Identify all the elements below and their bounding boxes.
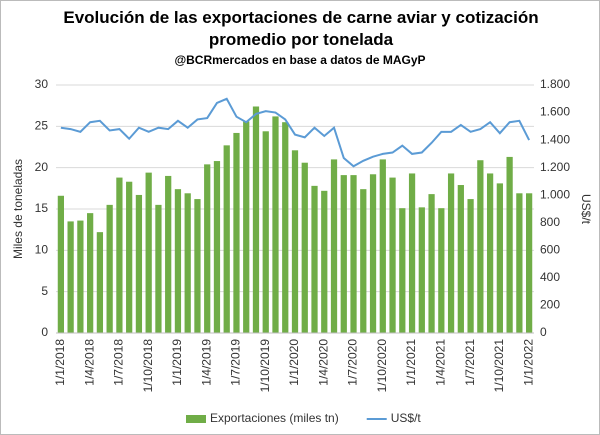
bar <box>165 175 172 333</box>
bar <box>213 161 221 333</box>
bar <box>262 131 269 333</box>
x-tick-label: 1/4/2019 <box>199 339 213 386</box>
bar <box>321 190 328 333</box>
y-tick-label: 0 <box>41 325 48 339</box>
bar <box>126 181 133 333</box>
bar <box>389 177 396 333</box>
bar <box>116 177 123 333</box>
y2-tick-label: 800 <box>540 215 560 229</box>
bar <box>77 220 84 333</box>
bar <box>67 221 74 333</box>
bar <box>447 173 455 333</box>
y2-tick-label: 1.800 <box>540 77 570 91</box>
y-tick-label: 25 <box>35 119 49 133</box>
bar <box>399 208 406 333</box>
bar <box>145 172 152 333</box>
chart-title: Evolución de las exportaciones de carne … <box>63 8 539 49</box>
x-tick-label: 1/7/2020 <box>346 339 360 386</box>
bar <box>438 208 445 333</box>
y2-tick-label: 1.400 <box>540 132 570 146</box>
bar <box>223 145 230 333</box>
bar <box>174 189 182 333</box>
y2-axis-label: US$/t <box>579 194 593 225</box>
bar <box>233 132 240 333</box>
bar <box>516 193 523 333</box>
bar <box>477 160 484 333</box>
bar <box>496 183 503 333</box>
chart-subtitle: @BCRmercados en base a datos de MAGyP <box>174 53 426 67</box>
bar <box>106 204 113 333</box>
bar <box>194 199 201 333</box>
bar <box>457 185 464 333</box>
bar <box>184 193 191 333</box>
x-tick-label: 1/10/2019 <box>258 339 272 393</box>
y-tick-label: 10 <box>35 243 49 257</box>
legend-label: US$/t <box>391 411 422 425</box>
y-tick-label: 5 <box>41 284 48 298</box>
y2-tick-label: 0 <box>540 325 547 339</box>
x-tick-label: 1/7/2019 <box>229 339 243 386</box>
x-tick-label: 1/4/2018 <box>82 339 96 386</box>
x-tick-label: 1/1/2021 <box>404 339 418 386</box>
x-tick-label: 1/4/2020 <box>316 339 330 386</box>
bar <box>301 162 308 333</box>
bar <box>282 122 289 333</box>
x-tick-label: 1/10/2021 <box>492 339 506 393</box>
bar <box>408 173 416 333</box>
bar <box>350 175 357 333</box>
bar <box>486 173 494 333</box>
bar <box>418 207 425 333</box>
bar <box>87 213 94 333</box>
bar <box>96 232 104 333</box>
bar <box>272 116 279 333</box>
y-tick-label: 20 <box>35 160 49 174</box>
x-tick-label: 1/1/2019 <box>170 339 184 386</box>
x-tick-label: 1/7/2018 <box>112 339 126 386</box>
y-axis-label: Miles de toneladas <box>11 159 25 259</box>
bar <box>57 195 64 333</box>
bar <box>204 164 211 333</box>
y-tick-label: 30 <box>35 77 49 91</box>
legend-label: Exportaciones (miles tn) <box>210 411 339 425</box>
bar <box>291 150 299 333</box>
x-tick-label: 1/1/2018 <box>53 339 67 386</box>
bar <box>330 159 338 333</box>
x-tick-label: 1/7/2021 <box>463 339 477 386</box>
bar <box>360 189 367 333</box>
legend-swatch <box>186 415 206 423</box>
y2-tick-label: 1.000 <box>540 187 570 201</box>
x-tick-label: 1/4/2021 <box>433 339 447 386</box>
y-tick-label: 15 <box>35 201 49 215</box>
y2-tick-label: 600 <box>540 243 560 257</box>
x-tick-label: 1/10/2018 <box>141 339 155 393</box>
y2-tick-label: 400 <box>540 270 560 284</box>
bar <box>340 175 347 333</box>
bar <box>135 194 143 333</box>
y2-tick-label: 1.600 <box>540 105 570 119</box>
bar <box>155 204 162 333</box>
x-tick-label: 1/1/2022 <box>521 339 535 386</box>
bar <box>428 194 435 333</box>
x-tick-label: 1/10/2020 <box>375 339 389 393</box>
bar <box>252 106 260 333</box>
bar <box>506 156 513 333</box>
y2-tick-label: 1.200 <box>540 160 570 174</box>
x-tick-label: 1/1/2020 <box>287 339 301 386</box>
bar <box>369 174 377 333</box>
bar <box>526 193 533 333</box>
bar <box>311 185 318 333</box>
line <box>60 97 531 168</box>
bar <box>467 199 474 333</box>
y2-tick-label: 200 <box>540 298 560 312</box>
bar <box>243 121 250 333</box>
bar <box>379 159 386 333</box>
